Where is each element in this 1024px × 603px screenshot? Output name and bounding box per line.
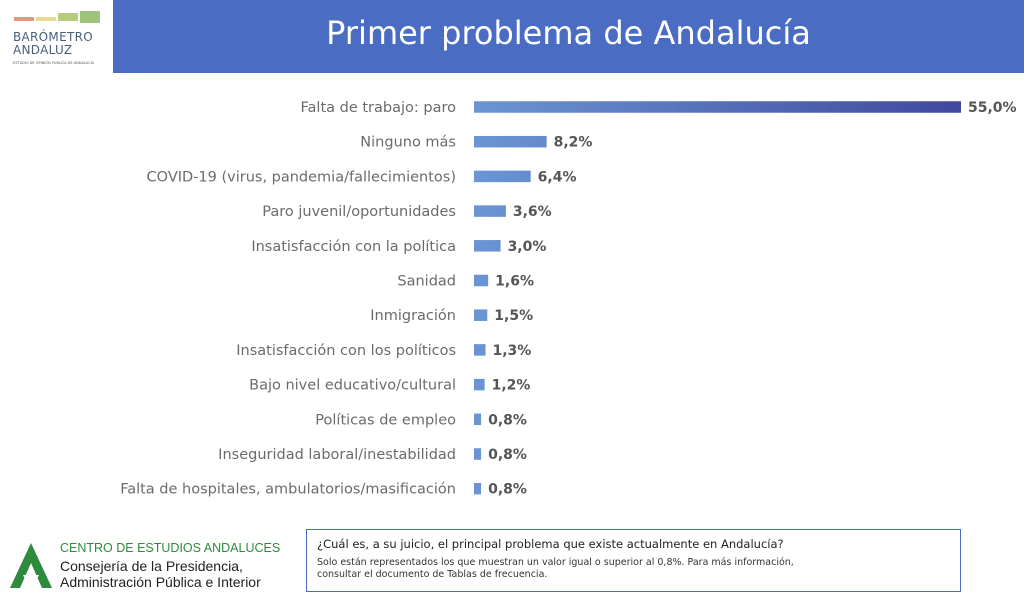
category-label: Inseguridad laboral/inestabilidad — [218, 447, 456, 463]
bar — [474, 205, 506, 217]
bar — [474, 240, 501, 252]
category-label: Políticas de empleo — [315, 412, 456, 428]
bar — [474, 378, 485, 391]
bar — [474, 101, 961, 113]
bar — [474, 309, 488, 321]
value-label: 3,6% — [513, 204, 552, 220]
bar — [474, 344, 486, 356]
header-bar: Primer problema de Andalucía — [113, 0, 1024, 73]
logo-color-bars — [14, 11, 100, 23]
category-label: Falta de trabajo: paro — [301, 100, 457, 116]
category-label: Falta de hospitales, ambulatorios/masifi… — [120, 482, 456, 498]
value-label: 0,8% — [488, 482, 527, 498]
footer-dept-line2: Administración Pública e Interior — [60, 574, 261, 590]
bar — [474, 135, 547, 148]
survey-note-box: ¿Cuál es, a su juicio, el principal prob… — [306, 529, 961, 592]
survey-question: ¿Cuál es, a su juicio, el principal prob… — [317, 537, 784, 551]
bar — [474, 482, 482, 495]
category-label: Paro juvenil/oportunidades — [262, 204, 456, 220]
category-label: Sanidad — [397, 274, 456, 290]
value-label: 1,2% — [492, 378, 531, 394]
category-label: Inmigración — [370, 308, 456, 324]
category-label: Insatisfacción con los políticos — [236, 343, 456, 359]
bar — [474, 413, 482, 426]
bar-chart: Falta de trabajo: paro 55,0% Ninguno más 8,… — [120, 100, 1017, 498]
logo-wordmark: BARÓMETRO ANDALUZ — [13, 30, 93, 57]
logo-subtitle: ESTUDIO DE OPINIÓN PÚBLICA DE ANDALUCÍA — [13, 61, 95, 65]
category-label: Ninguno más — [360, 135, 456, 151]
category-label: Insatisfacción con la política — [251, 239, 456, 255]
value-label: 0,8% — [488, 447, 527, 463]
value-label: 1,6% — [495, 274, 534, 290]
category-label: Bajo nivel educativo/cultural — [249, 378, 456, 394]
value-label: 1,3% — [493, 343, 532, 359]
bar — [474, 170, 531, 183]
barometro-logo: BARÓMETRO ANDALUZ ESTUDIO DE OPINIÓN PÚBL… — [0, 0, 113, 73]
bar — [474, 274, 489, 287]
junta-andalucia-logo — [10, 543, 52, 588]
footer-org-name: CENTRO DE ESTUDIOS ANDALUCES — [60, 541, 281, 555]
survey-note-text: Solo están representados los que muestra… — [317, 557, 950, 581]
value-label: 55,0% — [968, 100, 1017, 116]
value-label: 0,8% — [488, 412, 527, 428]
note-text-line2: consultar el documento de Tablas de frec… — [317, 569, 548, 580]
bar — [474, 448, 482, 460]
footer-dept-line1: Consejería de la Presidencia, — [60, 558, 243, 574]
value-label: 3,0% — [508, 239, 547, 255]
note-text-line1: Solo están representados los que muestra… — [317, 557, 794, 568]
value-label: 6,4% — [538, 169, 577, 185]
value-label: 8,2% — [554, 135, 593, 151]
page-title: Primer problema de Andalucía — [326, 14, 811, 52]
category-label: COVID-19 (virus, pandemia/fallecimientos… — [147, 169, 456, 185]
value-label: 1,5% — [494, 308, 533, 324]
